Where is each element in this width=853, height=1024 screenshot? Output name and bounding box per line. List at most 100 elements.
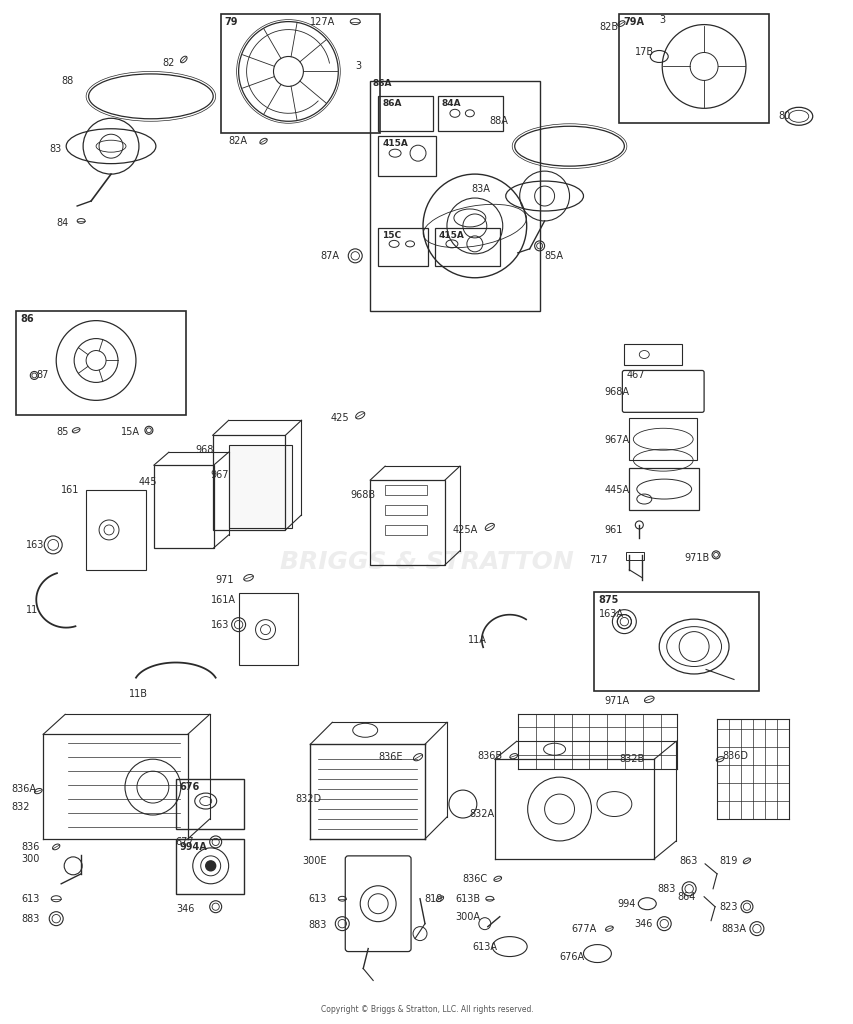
Text: 445: 445 bbox=[139, 477, 157, 487]
Bar bbox=[438, 96, 502, 131]
Text: 127A: 127A bbox=[310, 16, 335, 27]
Text: 823: 823 bbox=[718, 902, 737, 911]
Bar bbox=[220, 13, 380, 133]
Bar bbox=[378, 228, 427, 266]
Text: 836A: 836A bbox=[11, 784, 37, 794]
Text: 161: 161 bbox=[61, 485, 79, 495]
Text: 88: 88 bbox=[61, 77, 73, 86]
Text: 967: 967 bbox=[211, 470, 229, 480]
Text: 994: 994 bbox=[617, 899, 635, 908]
Bar bbox=[385, 485, 426, 495]
Text: 300: 300 bbox=[21, 854, 39, 864]
Text: 85: 85 bbox=[56, 427, 68, 437]
Text: 883: 883 bbox=[657, 884, 675, 894]
Polygon shape bbox=[229, 445, 292, 528]
Text: 87A: 87A bbox=[320, 251, 339, 261]
Text: 84: 84 bbox=[56, 218, 68, 228]
Text: 15A: 15A bbox=[121, 427, 140, 437]
Text: 967A: 967A bbox=[604, 435, 629, 445]
Text: 84A: 84A bbox=[442, 99, 461, 109]
Text: 836B: 836B bbox=[478, 752, 502, 761]
Text: 836: 836 bbox=[21, 842, 39, 852]
Text: 163A: 163A bbox=[599, 608, 624, 618]
Bar bbox=[629, 419, 696, 460]
Text: 994A: 994A bbox=[180, 842, 207, 852]
Text: 425: 425 bbox=[330, 414, 349, 423]
Text: 832: 832 bbox=[11, 802, 30, 812]
Text: BRIGGS & STRATTON: BRIGGS & STRATTON bbox=[280, 550, 573, 573]
Text: 300A: 300A bbox=[455, 911, 479, 922]
Text: 3: 3 bbox=[659, 14, 664, 25]
Text: 875: 875 bbox=[598, 595, 618, 605]
Text: 87: 87 bbox=[36, 371, 49, 381]
Text: 832B: 832B bbox=[618, 755, 644, 764]
Text: 15C: 15C bbox=[381, 231, 401, 240]
Text: 883A: 883A bbox=[720, 924, 746, 934]
Text: 3: 3 bbox=[355, 61, 361, 72]
Text: 836C: 836C bbox=[461, 873, 486, 884]
Bar bbox=[176, 839, 243, 894]
Text: 161A: 161A bbox=[211, 595, 235, 605]
Text: 445A: 445A bbox=[604, 485, 629, 495]
Text: 676: 676 bbox=[180, 782, 200, 793]
Text: 883: 883 bbox=[308, 920, 327, 930]
Text: 971: 971 bbox=[216, 574, 234, 585]
Text: 971A: 971A bbox=[604, 696, 629, 707]
Text: 346: 346 bbox=[176, 904, 194, 913]
Text: 864: 864 bbox=[676, 892, 694, 902]
Text: 677: 677 bbox=[176, 837, 194, 847]
Text: 677A: 677A bbox=[571, 924, 596, 934]
Text: 346: 346 bbox=[634, 919, 652, 929]
Text: 717: 717 bbox=[589, 555, 607, 565]
Bar bbox=[369, 81, 539, 310]
Text: 968B: 968B bbox=[350, 490, 375, 500]
Bar bbox=[434, 228, 499, 266]
Text: 961: 961 bbox=[604, 525, 622, 535]
Text: 85A: 85A bbox=[544, 251, 563, 261]
Bar bbox=[176, 779, 243, 829]
Text: 11B: 11B bbox=[129, 689, 148, 699]
Text: 79A: 79A bbox=[623, 16, 644, 27]
Text: 613A: 613A bbox=[473, 942, 497, 951]
Bar bbox=[385, 505, 426, 515]
Text: 832A: 832A bbox=[469, 809, 495, 819]
Text: 971B: 971B bbox=[683, 553, 709, 563]
Text: 82B: 82B bbox=[599, 22, 618, 32]
Bar bbox=[624, 343, 682, 366]
Text: 83A: 83A bbox=[472, 184, 490, 195]
Text: 88A: 88A bbox=[490, 117, 508, 126]
Bar bbox=[378, 96, 432, 131]
Text: 968A: 968A bbox=[604, 387, 629, 397]
Text: 82A: 82A bbox=[229, 136, 247, 146]
Bar bbox=[385, 525, 426, 535]
Text: 300E: 300E bbox=[302, 856, 327, 866]
Text: 613B: 613B bbox=[455, 894, 479, 904]
Bar bbox=[594, 592, 758, 691]
Text: 676A: 676A bbox=[559, 951, 584, 962]
Text: 415A: 415A bbox=[381, 139, 408, 148]
Bar bbox=[629, 468, 699, 510]
Text: 425A: 425A bbox=[452, 525, 478, 535]
Text: 467: 467 bbox=[625, 371, 644, 381]
Text: 80: 80 bbox=[778, 112, 790, 121]
Text: 836D: 836D bbox=[721, 752, 747, 761]
Bar bbox=[618, 13, 768, 123]
Text: 819: 819 bbox=[423, 894, 442, 904]
Text: 17B: 17B bbox=[635, 46, 653, 56]
Text: 86A: 86A bbox=[372, 79, 392, 88]
Text: 819: 819 bbox=[718, 856, 736, 866]
Text: 163: 163 bbox=[211, 620, 229, 630]
Text: 79: 79 bbox=[224, 16, 238, 27]
Bar bbox=[16, 310, 186, 416]
Text: Copyright © Briggs & Stratton, LLC. All rights reserved.: Copyright © Briggs & Stratton, LLC. All … bbox=[320, 1006, 533, 1015]
Text: 883: 883 bbox=[21, 913, 39, 924]
Text: 836E: 836E bbox=[378, 753, 402, 762]
Text: 82: 82 bbox=[163, 58, 175, 69]
Text: 86A: 86A bbox=[381, 99, 401, 109]
Text: 832D: 832D bbox=[295, 794, 322, 804]
Text: 163: 163 bbox=[26, 540, 44, 550]
Text: 863: 863 bbox=[678, 856, 697, 866]
Text: 11: 11 bbox=[26, 605, 38, 614]
Circle shape bbox=[206, 861, 216, 870]
Bar bbox=[625, 552, 643, 560]
